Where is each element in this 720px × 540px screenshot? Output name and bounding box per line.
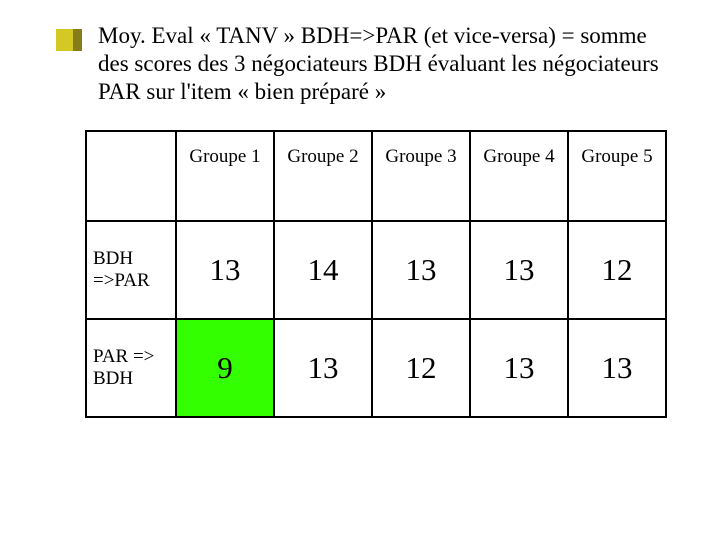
col-header: Groupe 5 bbox=[568, 131, 666, 221]
cell-value: 13 bbox=[372, 221, 470, 319]
cell-value: 13 bbox=[470, 319, 568, 417]
cell-value: 13 bbox=[568, 319, 666, 417]
cell-value-highlight: 9 bbox=[176, 319, 274, 417]
cell-value: 13 bbox=[470, 221, 568, 319]
col-header: Groupe 3 bbox=[372, 131, 470, 221]
cell-value: 12 bbox=[372, 319, 470, 417]
slide: Moy. Eval « TANV » BDH=>PAR (et vice-ver… bbox=[0, 0, 720, 540]
table-header-row: Groupe 1 Groupe 2 Groupe 3 Groupe 4 Grou… bbox=[86, 131, 666, 221]
cell-value: 13 bbox=[176, 221, 274, 319]
slide-title: Moy. Eval « TANV » BDH=>PAR (et vice-ver… bbox=[98, 22, 668, 106]
header-empty bbox=[86, 131, 176, 221]
col-header: Groupe 2 bbox=[274, 131, 372, 221]
cell-value: 14 bbox=[274, 221, 372, 319]
col-header: Groupe 4 bbox=[470, 131, 568, 221]
cell-value: 13 bbox=[274, 319, 372, 417]
table-row: BDH =>PAR 13 14 13 13 12 bbox=[86, 221, 666, 319]
scores-table: Groupe 1 Groupe 2 Groupe 3 Groupe 4 Grou… bbox=[85, 130, 667, 418]
col-header: Groupe 1 bbox=[176, 131, 274, 221]
cell-value: 12 bbox=[568, 221, 666, 319]
row-label: BDH =>PAR bbox=[86, 221, 176, 319]
table-row: PAR => BDH 9 13 12 13 13 bbox=[86, 319, 666, 417]
title-bullet-icon bbox=[56, 29, 73, 51]
row-label: PAR => BDH bbox=[86, 319, 176, 417]
